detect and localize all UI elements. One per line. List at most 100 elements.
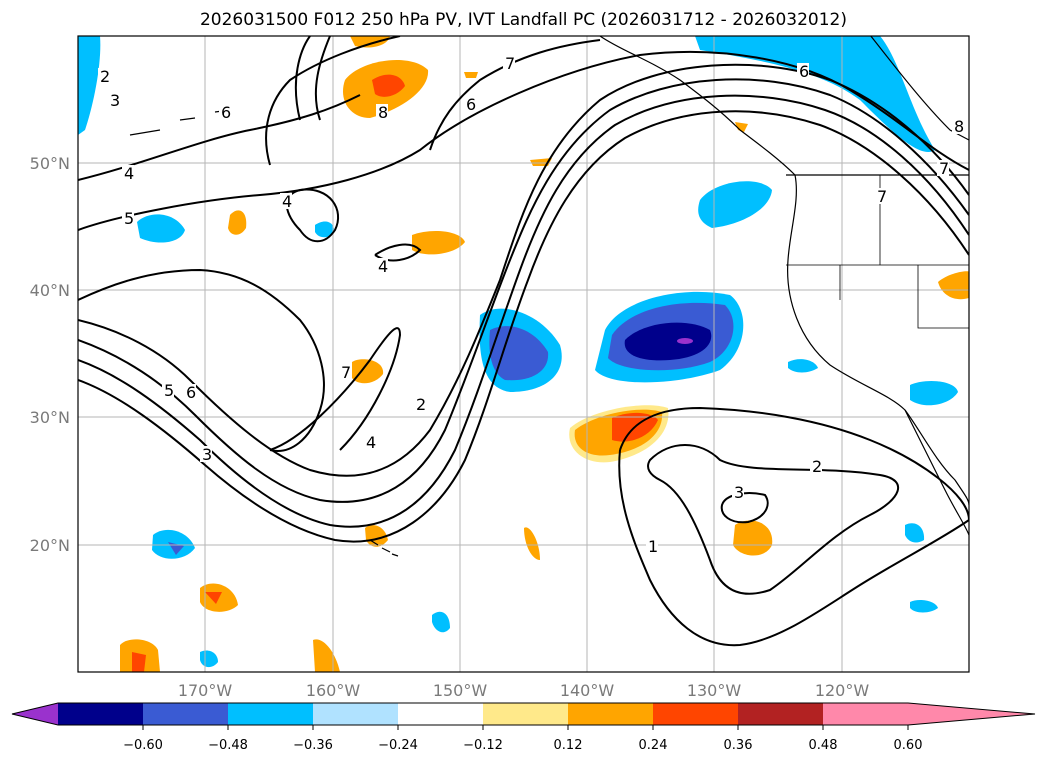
negative-anomaly-small-7	[910, 600, 938, 613]
pv-contour-6-north	[265, 36, 401, 166]
colorbar-segment	[568, 703, 653, 725]
contour-label: 7	[877, 187, 887, 206]
contour-label: 2	[812, 457, 822, 476]
contour-label: 6	[186, 383, 196, 402]
negative-anomaly-small-2	[315, 221, 335, 238]
negative-anomaly-small-6	[905, 523, 925, 543]
colorbar-tick-label: −0.12	[463, 738, 503, 753]
colorbar-tick-label: 0.60	[894, 738, 923, 753]
pv-contour-6	[78, 63, 969, 477]
colorbar-outline	[11, 702, 1036, 726]
contour-label: 4	[378, 257, 388, 276]
colorbar-segment	[653, 703, 738, 725]
positive-anomaly-small-2	[412, 230, 465, 255]
colorbar-segment	[228, 703, 313, 725]
contour-label: 5	[164, 381, 174, 400]
pv-contour-7-north	[314, 36, 331, 121]
positive-anomaly-small-4	[733, 520, 773, 556]
contour-label: 2	[416, 395, 426, 414]
pv-contours	[78, 36, 969, 647]
positive-anomaly-north-core	[372, 74, 405, 97]
contour-label: 2	[100, 67, 110, 86]
contour-label: 3	[110, 91, 120, 110]
colorbar-tick-label: −0.60	[123, 738, 163, 753]
colorbar-tick-label: −0.36	[293, 738, 333, 753]
lon-label-130w: 130°W	[687, 681, 742, 700]
positive-anomaly-small-6-core	[132, 652, 146, 672]
contour-label: 1	[648, 537, 658, 556]
lon-label-120w: 120°W	[815, 681, 870, 700]
state-borders	[786, 175, 969, 329]
contour-label: 3	[202, 445, 212, 464]
contour-label: 6	[221, 103, 231, 122]
contour-label: 6	[466, 95, 476, 114]
negative-anomaly-small-8	[910, 380, 958, 406]
negative-anomaly-central-max	[624, 322, 712, 361]
negative-anomaly-northwest	[78, 36, 101, 135]
contour-label: 4	[366, 433, 376, 452]
contour-label: 3	[734, 483, 744, 502]
colorbar-segment	[398, 703, 483, 725]
positive-anomaly-small-13	[735, 122, 748, 132]
positive-anomaly-small-8	[365, 525, 388, 547]
negative-anomaly-small-9	[788, 359, 818, 373]
map-frame	[77, 35, 970, 673]
positive-anomaly-small-12	[464, 72, 478, 78]
colorbar-segment	[483, 703, 568, 725]
colorbar-tick-label: 0.12	[554, 738, 583, 753]
colorbar-segment	[738, 703, 823, 725]
positive-anomaly-small-1	[228, 210, 247, 235]
lat-label-30n: 30°N	[30, 408, 70, 427]
positive-anomaly-small-10	[938, 271, 969, 300]
pv-contour-4-small	[374, 243, 422, 262]
negative-anomaly-coastal	[698, 181, 772, 228]
contour-labels: 2 3 4 5 4 6 7 8 6 7 5 6 3 7 2 4 4 2 3 1 …	[98, 54, 964, 556]
contour-label: 7	[505, 54, 515, 73]
negative-anomaly-west-core	[489, 326, 549, 381]
positive-anomaly-small-9	[524, 527, 540, 560]
colorbar-tick-label: −0.24	[378, 738, 418, 753]
lon-label-150w: 150°W	[433, 681, 488, 700]
negative-anomaly-small-1	[137, 214, 185, 243]
lat-label-50n: 50°N	[30, 154, 70, 173]
canada-coastline	[870, 36, 969, 141]
colorbar-segment	[143, 703, 228, 725]
lon-label-160w: 160°W	[306, 681, 361, 700]
pv-contour-5	[78, 50, 969, 231]
contour-label: 4	[124, 164, 134, 183]
pv-contour-2	[647, 444, 900, 595]
lat-label-40n: 40°N	[30, 281, 70, 300]
positive-anomaly-small-5-core	[205, 592, 222, 604]
colorbar-segment	[58, 703, 143, 725]
pv-contour-1	[618, 406, 969, 647]
colorbar-tick-label: 0.36	[724, 738, 753, 753]
lon-label-140w: 140°W	[560, 681, 615, 700]
contour-label: 4	[282, 192, 292, 211]
graticule	[78, 36, 969, 672]
negative-anomaly-peak	[677, 338, 693, 344]
shaded-anomalies	[78, 36, 969, 672]
pv-contour-7	[429, 39, 601, 151]
pv-contour-1-trough	[269, 327, 402, 451]
colorbar-segment	[313, 703, 398, 725]
colorbar-extend-max	[908, 703, 1035, 725]
contour-label: 8	[954, 117, 964, 136]
contour-label: 8	[378, 103, 388, 122]
colorbar: −0.60 −0.48 −0.36 −0.24 −0.12 0.12 0.24 …	[11, 702, 1036, 753]
map-title: 2026031500 F012 250 hPa PV, IVT Landfall…	[199, 10, 847, 30]
colorbar-segment	[823, 703, 908, 725]
contour-label: 6	[799, 62, 809, 81]
pv-contour-4	[78, 94, 969, 528]
negative-anomaly-northeast	[695, 36, 935, 152]
pv-contour-8-north	[294, 36, 311, 121]
colorbar-tick-label: 0.48	[809, 738, 838, 753]
colorbar-extend-min	[12, 703, 58, 725]
colorbar-tick-label: −0.48	[208, 738, 248, 753]
lat-label-20n: 20°N	[30, 536, 70, 555]
colorbar-tick-label: 0.24	[639, 738, 668, 753]
contour-label: 7	[341, 363, 351, 382]
positive-anomaly-small-3	[352, 359, 384, 384]
north-america-coastline	[599, 36, 969, 506]
positive-anomaly-north-edge	[350, 36, 390, 48]
